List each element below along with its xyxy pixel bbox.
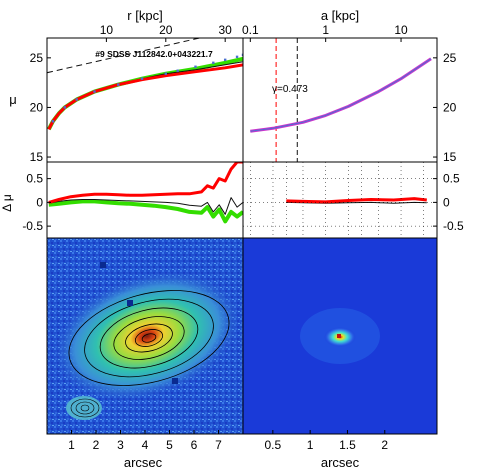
galaxy-image-left-x-tick-label-0: 1	[68, 438, 75, 452]
residual-right-y-tick-label-0: -0.5	[443, 219, 464, 233]
residual-left-series-2	[48, 162, 243, 204]
surface-brightness-profile-left-series-4	[47, 38, 202, 74]
surface-brightness-profile-left-y-tick-label-0: 15	[30, 150, 44, 164]
surface-brightness-profile-right-x-tick-label-2: 10	[394, 23, 408, 37]
surface-brightness-profile-left-series-3-point-4	[117, 83, 120, 86]
surface-brightness-profile-left-series-3-point-2	[75, 98, 78, 101]
galaxy-image-left-x-tick-label-3: 4	[142, 438, 149, 452]
surface-brightness-profile-right-series-0	[250, 57, 432, 133]
surface-brightness-profile-left-x-tick-label-2: 30	[219, 23, 233, 37]
surface-brightness-profile-left-series-3-point-8	[194, 65, 197, 68]
galaxy-image-left-x-tick-label-2: 3	[117, 438, 124, 452]
surface-brightness-profile-right-frame	[242, 37, 438, 163]
right-bottom-axis-label: arcsec	[321, 455, 360, 470]
residual-left-plot-area	[48, 162, 243, 224]
chart-title: #9 SDSS J112842.0+043221.7	[95, 49, 213, 59]
surface-brightness-profile-left-series-3-point-3	[93, 90, 96, 93]
galaxy-image-right-x-tick-label-2: 1.5	[339, 438, 356, 452]
galaxy-image-right-x-tick-label-3: 2	[381, 438, 388, 452]
gamma-label: γ=0.473	[272, 84, 308, 95]
galaxy-image-right	[243, 238, 437, 434]
surface-brightness-profile-left-series-3-point-10	[223, 58, 227, 62]
galaxy-image-left-x-tick-label-4: 5	[166, 438, 173, 452]
galaxy-image-left-x-tick-label-5: 6	[191, 438, 198, 452]
galaxy-image-right-x-tick-label-0: 0.5	[265, 438, 282, 452]
surface-brightness-profile-right-y-tick-label-2: 25	[443, 51, 457, 65]
surface-brightness-profile-left-series-3-point-12	[241, 53, 243, 57]
surface-brightness-profile-left-x-tick-label-1: 20	[159, 23, 173, 37]
surface-brightness-profile-right-x-tick-label-0: 0.1	[242, 23, 259, 37]
residual-left-y-tick-label-1: 0	[36, 195, 43, 209]
residual-right-y-tick-label-1: 0	[443, 195, 450, 209]
galaxy-image-left-x-tick-label-1: 2	[93, 438, 100, 452]
dmu-axis-label: Δ μ	[0, 194, 14, 212]
galaxy-image-right-frame	[242, 237, 438, 435]
surface-brightness-profile-left-y-tick-label-1: 20	[30, 100, 44, 114]
surface-brightness-profile-right-x-tick-label-1: 1	[322, 23, 329, 37]
surface-brightness-profile-left-series-1	[48, 61, 243, 130]
left-top-axis-label: r [kpc]	[127, 8, 162, 23]
surface-brightness-profile-left-series-3-point-0	[51, 120, 55, 123]
galaxy-image-left-x-tick-label-6: 7	[215, 438, 222, 452]
surface-brightness-profile-left-series-3-point-1	[63, 106, 67, 109]
residual-left-series-0	[48, 199, 243, 224]
surface-brightness-profile-left-series-2	[47, 63, 243, 130]
surface-brightness-profile-left-series-3-point-11	[235, 55, 239, 59]
surface-brightness-profile-left-y-tick-label-2: 25	[30, 51, 44, 65]
right-top-axis-label: a [kpc]	[321, 8, 359, 23]
residual-right-grid	[243, 162, 437, 238]
left-bottom-axis-label: arcsec	[124, 455, 163, 470]
surface-brightness-profile-left-series-3-point-5	[140, 77, 144, 80]
surface-brightness-profile-left-plot-area	[47, 38, 243, 131]
residual-left-series-1	[48, 197, 243, 215]
surface-brightness-profile-left-series-3-point-7	[176, 69, 179, 72]
residual-right-series-1	[286, 197, 427, 204]
residual-left-y-tick-label-2: 0.5	[26, 172, 43, 186]
residual-left-y-tick-label-0: -0.5	[22, 219, 43, 233]
surface-brightness-profile-right-y-tick-label-0: 15	[443, 150, 457, 164]
residual-right-y-tick-label-2: 0.5	[443, 172, 460, 186]
galaxy-image-right-x-tick-label-1: 1	[307, 438, 314, 452]
surface-brightness-profile-left-series-3-point-6	[164, 72, 167, 75]
surface-brightness-profile-right-plot-area	[250, 38, 432, 162]
surface-brightness-profile-right-y-tick-label-1: 20	[443, 100, 457, 114]
surface-brightness-profile-left-x-tick-label-0: 10	[100, 23, 114, 37]
surface-brightness-profile-right-series-1	[250, 58, 432, 132]
galaxy-image-left	[47, 238, 243, 434]
mu-axis-label: μ	[9, 92, 17, 107]
surface-brightness-profile-left-series-3-point-9	[212, 61, 215, 64]
